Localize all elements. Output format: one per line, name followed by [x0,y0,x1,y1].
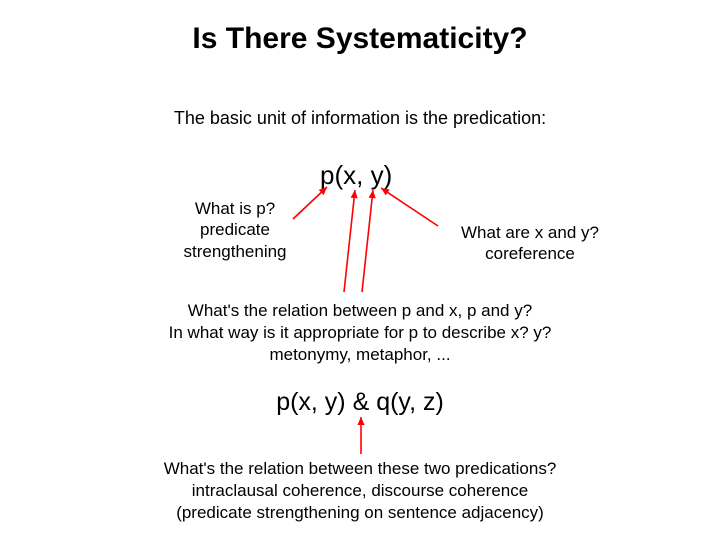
middle-question-block: What's the relation between p and x, p a… [0,300,720,366]
mid-line3: metonymy, metaphor, ... [269,345,450,364]
left-label-line3: strengthening [183,242,286,261]
label-what-are-xy: What are x and y? coreference [430,222,630,265]
left-label-line1: What is p? [195,199,275,218]
left-label-line2: predicate [200,220,270,239]
bot-line1: What's the relation between these two pr… [164,459,557,478]
bottom-question-block: What's the relation between these two pr… [0,458,720,524]
right-label-line2: coreference [485,244,575,263]
label-what-is-p: What is p? predicate strengthening [150,198,320,262]
formula-two-predications: p(x, y) & q(y, z) [0,388,720,417]
formula-predication: p(x, y) [320,160,392,191]
bot-line2: intraclausal coherence, discourse cohere… [192,481,528,500]
mid-line1: What's the relation between p and x, p a… [188,301,532,320]
slide-subtitle: The basic unit of information is the pre… [0,108,720,129]
slide-title: Is There Systematicity? [0,22,720,56]
bot-line3: (predicate strengthening on sentence adj… [176,503,544,522]
right-label-line1: What are x and y? [461,223,599,242]
mid-line2: In what way is it appropriate for p to d… [169,323,552,342]
